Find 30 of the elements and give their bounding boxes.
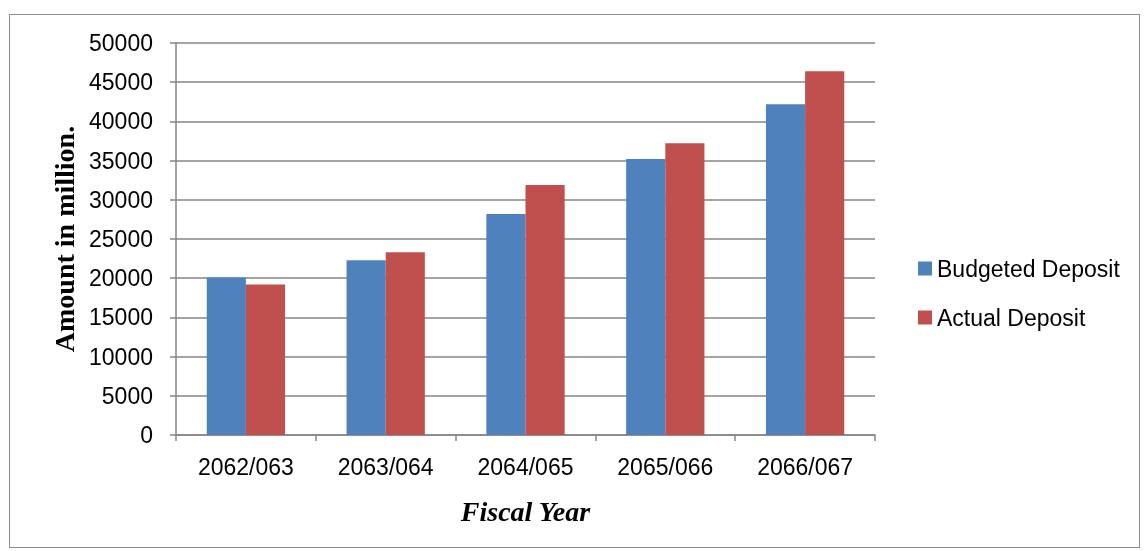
x-tick-label: 2062/063 [197, 453, 294, 480]
legend-label: Budgeted Deposit [937, 255, 1121, 282]
y-tick-label: 0 [140, 422, 153, 448]
y-tick-label: 35000 [89, 147, 153, 174]
legend-label: Actual Deposit [937, 304, 1086, 331]
bar [805, 71, 845, 435]
y-axis-title: Amount in million. [48, 125, 80, 353]
x-tick-label: 2065/066 [617, 453, 714, 480]
bar [206, 277, 246, 435]
y-tick-label: 25000 [89, 226, 153, 252]
x-axis-title: Fiscal Year [459, 495, 592, 527]
bar [626, 159, 666, 435]
x-tick-label: 2066/067 [757, 453, 854, 480]
bar [385, 252, 425, 435]
bar [346, 260, 386, 435]
y-tick-label: 5000 [101, 382, 153, 409]
bar [765, 104, 806, 435]
y-tick-label: 45000 [89, 69, 153, 96]
y-tick-label: 10000 [89, 343, 153, 370]
x-tick-label: 2064/065 [477, 453, 574, 480]
bar [525, 184, 565, 435]
y-tick-label: 20000 [89, 265, 153, 292]
y-tick-label: 30000 [89, 186, 153, 213]
y-tick-label: 40000 [89, 108, 153, 135]
y-tick-label: 50000 [89, 30, 153, 56]
x-tick-label: 2063/064 [337, 453, 434, 480]
bar [245, 284, 286, 435]
y-tick-label: 15000 [89, 304, 153, 331]
bar [665, 143, 705, 435]
bar [486, 213, 526, 435]
